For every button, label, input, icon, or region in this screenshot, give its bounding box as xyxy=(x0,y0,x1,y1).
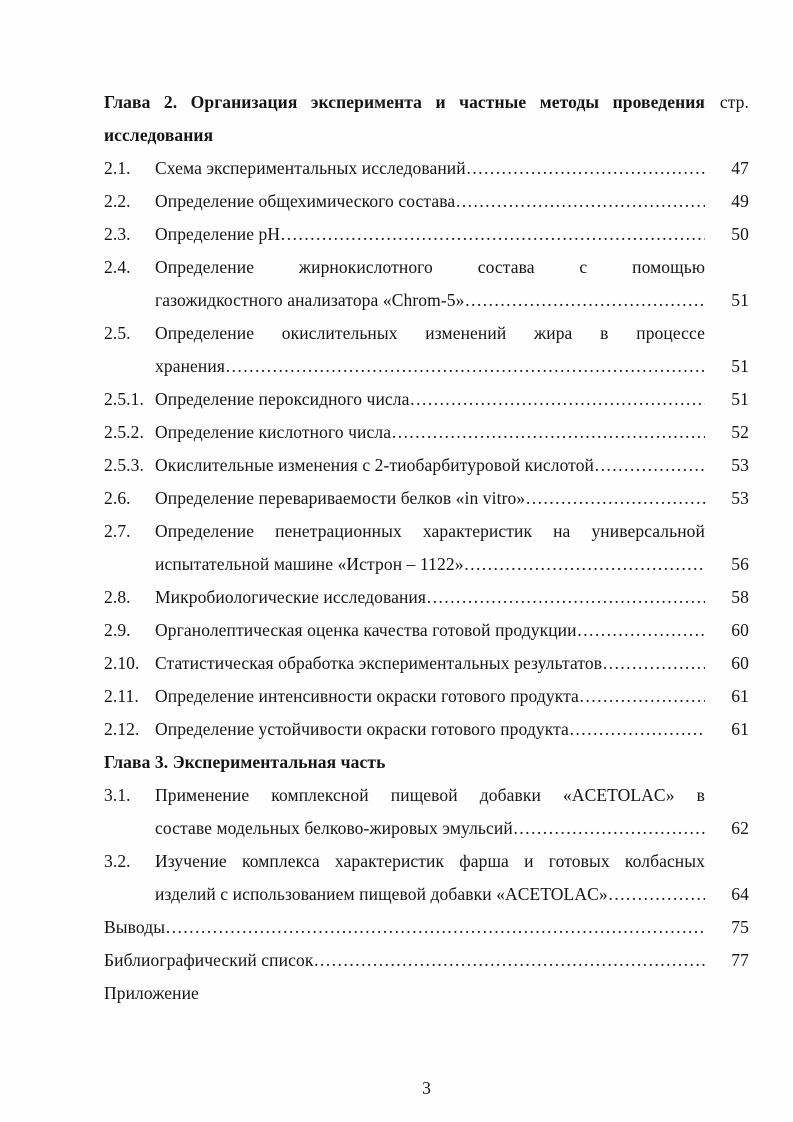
entry-title: испытательной машине «Истрон – 1122»…………… xyxy=(155,554,705,574)
entry-number: 2.5.3. xyxy=(104,455,144,475)
entry-number: 2.2. xyxy=(104,191,131,211)
entry-title: Определение кислотного числа………………………………… xyxy=(155,422,705,442)
entry-number: 2.9. xyxy=(104,620,131,640)
entry-title: Определение жирнокислотного состава с по… xyxy=(155,257,705,277)
page-number: 3 xyxy=(422,1078,431,1098)
entry-title: изделий с использованием пищевой добавки… xyxy=(155,884,705,904)
entry-number: 2.7. xyxy=(104,521,131,541)
toc-entry: хранения……………………………………………………………………………………… xyxy=(104,350,749,383)
entry-number: 3.2. xyxy=(104,851,131,871)
toc-entry: 2.10. Статистическая обработка эксперимен… xyxy=(104,647,749,680)
entry-title: Микробиологические исследования………………………… xyxy=(155,587,705,607)
entry-page-number: 51 xyxy=(731,290,749,310)
entry-number: 2.8. xyxy=(104,587,131,607)
toc-entry: испытательной машине «Истрон – 1122»…………… xyxy=(104,548,749,581)
entry-title: Изучение комплекса характеристик фарша и… xyxy=(155,851,705,871)
entry-page-number: 60 xyxy=(731,620,749,640)
entry-page-number: 61 xyxy=(731,719,749,739)
toc-chapter-heading: Глава 3. Экспериментальная часть xyxy=(104,746,749,779)
toc-entry: 2.12. Определение устойчивости окраски го… xyxy=(104,713,749,746)
toc-entry: 2.5.1. Определение пероксидного числа…………… xyxy=(104,383,749,416)
entry-number: 2.12. xyxy=(104,719,140,739)
entry-page-number: 62 xyxy=(731,818,749,838)
toc-entry: 2.5.2. Определение кислотного числа………………… xyxy=(104,416,749,449)
toc-entry: Выводы…………………………………………………………………………………………… xyxy=(104,911,749,944)
toc-entry: составе модельных белково-жировых эмульс… xyxy=(104,812,749,845)
entry-page-number: 53 xyxy=(731,455,749,475)
toc-entry: 2.5.3. Окислительные изменения с 2-тиобар… xyxy=(104,449,749,482)
chapter-heading: Глава 2. Организация эксперимента и част… xyxy=(104,92,705,112)
entry-title: Применение комплексной пищевой добавки «… xyxy=(155,785,705,805)
entry-title: Приложение xyxy=(104,983,199,1003)
chapter-heading-continued: исследования xyxy=(104,125,214,145)
entry-page-number: 58 xyxy=(731,587,749,607)
entry-page-number: 60 xyxy=(731,653,749,673)
entry-number: 3.1. xyxy=(104,785,131,805)
entry-page-number: 56 xyxy=(731,554,749,574)
entry-title: Выводы…………………………………………………………………………………………… xyxy=(104,917,705,937)
entry-page-number: 52 xyxy=(731,422,749,442)
entry-title: Определение устойчивости окраски готовог… xyxy=(155,719,705,739)
toc-entry: Приложение xyxy=(104,977,749,1010)
entry-title: Органолептическая оценка качества готово… xyxy=(155,620,705,640)
entry-title: хранения……………………………………………………………………………………… xyxy=(155,356,705,376)
entry-title: Статистическая обработка экспериментальн… xyxy=(155,653,705,673)
entry-title: газожидкостного анализатора «Chrom-5»………… xyxy=(155,290,705,310)
toc-entry: 2.6. Определение перевариваемости белков … xyxy=(104,482,749,515)
toc-entry: 3.1. Применение комплексной пищевой добав… xyxy=(104,779,749,812)
entry-page-number: 51 xyxy=(731,389,749,409)
entry-number: 2.4. xyxy=(104,257,131,277)
page-column-header: стр. xyxy=(719,92,749,112)
entry-number: 2.6. xyxy=(104,488,131,508)
toc-entry: 2.4. Определение жирнокислотного состава … xyxy=(104,251,749,284)
toc-entry: 2.7. Определение пенетрационных характери… xyxy=(104,515,749,548)
entry-page-number: 50 xyxy=(731,224,749,244)
entry-title: составе модельных белково-жировых эмульс… xyxy=(155,818,705,838)
chapter-heading-row: Глава 2. Организация эксперимента и част… xyxy=(104,86,749,119)
entry-page-number: 49 xyxy=(731,191,749,211)
entry-title: Определение окислительных изменений жира… xyxy=(155,323,705,343)
entry-title: Окислительные изменения с 2-тиобарбитуро… xyxy=(155,455,705,475)
entry-title: Определение перевариваемости белков «in … xyxy=(155,488,705,508)
entry-page-number: 47 xyxy=(731,158,749,178)
toc-entry: 2.5. Определение окислительных изменений … xyxy=(104,317,749,350)
entry-title: Библиографический список…………………………………………… xyxy=(104,950,705,970)
toc-entry: газожидкостного анализатора «Chrom-5»………… xyxy=(104,284,749,317)
toc-entry: 2.3. Определение pH…………………………………………………………… xyxy=(104,218,749,251)
entry-number: 2.1. xyxy=(104,158,131,178)
toc-entry: Библиографический список…………………………………………… xyxy=(104,944,749,977)
entry-title: Схема экспериментальных исследований…………… xyxy=(155,158,705,178)
entry-title: Определение интенсивности окраски готово… xyxy=(155,686,705,706)
chapter-heading-row-2: исследования xyxy=(104,119,749,152)
entry-page-number: 61 xyxy=(731,686,749,706)
toc-entry: изделий с использованием пищевой добавки… xyxy=(104,878,749,911)
entry-title: Определение пероксидного числа…………………………… xyxy=(155,389,705,409)
toc-entry: 2.8. Микробиологические исследования……………… xyxy=(104,581,749,614)
toc-entry: 3.2. Изучение комплекса характеристик фар… xyxy=(104,845,749,878)
entry-page-number: 53 xyxy=(731,488,749,508)
entry-page-number: 51 xyxy=(731,356,749,376)
entry-number: 2.5.1. xyxy=(104,389,144,409)
entry-title: Определение общехимического состава……………… xyxy=(155,191,705,211)
entry-title: Определение пенетрационных характеристик… xyxy=(155,521,705,541)
entry-page-number: 64 xyxy=(731,884,749,904)
entry-number: 2.11. xyxy=(104,686,139,706)
toc-entry: 2.2. Определение общехимического состава…… xyxy=(104,185,749,218)
toc-entry: 2.1. Схема экспериментальных исследований… xyxy=(104,152,749,185)
entry-number: 2.5. xyxy=(104,323,131,343)
toc: 2.1. Схема экспериментальных исследований… xyxy=(104,152,749,1010)
entry-title: Определение pH……………………………………………………………………… xyxy=(155,224,705,244)
chapter-heading: Глава 3. Экспериментальная часть xyxy=(104,752,386,772)
toc-entry: 2.11. Определение интенсивности окраски г… xyxy=(104,680,749,713)
entry-page-number: 75 xyxy=(731,917,749,937)
entry-number: 2.3. xyxy=(104,224,131,244)
toc-entry: 2.9. Органолептическая оценка качества го… xyxy=(104,614,749,647)
entry-page-number: 77 xyxy=(731,950,749,970)
entry-number: 2.10. xyxy=(104,653,140,673)
entry-number: 2.5.2. xyxy=(104,422,144,442)
